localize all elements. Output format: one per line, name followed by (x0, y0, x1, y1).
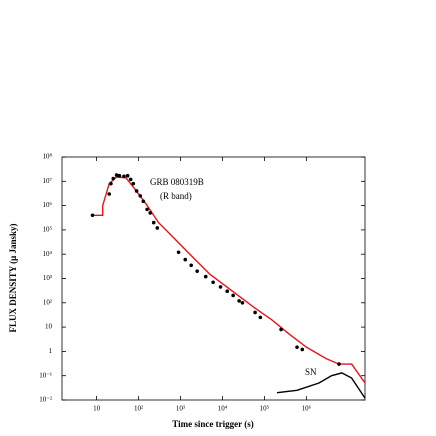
data-point (128, 177, 133, 182)
data-point (111, 176, 116, 181)
data-point (90, 213, 95, 218)
y-tick-label: 10⁻² (39, 396, 52, 404)
data-point (107, 192, 111, 196)
data-point (240, 301, 245, 305)
data-point (109, 181, 113, 186)
data-point (176, 250, 181, 255)
y-tick-label: 10⁶ (43, 201, 53, 209)
data-point (203, 274, 208, 279)
data-point (138, 194, 143, 198)
data-point (218, 285, 223, 289)
x-tick-label: 10³ (176, 405, 185, 413)
x-tick-label: 10 (93, 405, 101, 413)
x-axis-label: Time since trigger (s) (172, 419, 253, 429)
data-point (211, 280, 215, 285)
x-tick-label: 10⁵ (260, 405, 270, 413)
annotation: (R band) (160, 191, 192, 201)
x-tick-label: 10⁶ (302, 405, 312, 413)
data-point (253, 310, 257, 315)
x-tick-label: 10⁴ (218, 405, 228, 413)
data-point (114, 173, 119, 177)
x-tick-label: 10² (134, 405, 143, 413)
data-point (231, 293, 235, 298)
data-point (148, 211, 153, 215)
data-point (295, 345, 299, 349)
data-point (258, 315, 263, 320)
y-axis-label: FLUX DENSITY (μ Jansky) (8, 223, 18, 332)
data-point (155, 226, 160, 230)
y-tick-label: 10⁴ (43, 250, 53, 258)
data-line (92, 176, 366, 384)
plot-frame (61, 156, 366, 401)
data-point (183, 257, 188, 262)
data-point (300, 347, 305, 352)
data-line (276, 372, 366, 399)
annotation: GRB 080319B (150, 177, 204, 187)
data-point (151, 220, 156, 225)
y-tick-label: 10⁷ (43, 177, 53, 185)
data-point (122, 174, 126, 179)
y-tick-label: 10⁵ (43, 226, 53, 234)
data-point (131, 181, 136, 186)
y-tick-label: 10⁻¹ (39, 371, 52, 379)
data-point (145, 207, 149, 212)
data-point (225, 289, 230, 294)
data-point (141, 199, 146, 204)
data-point (195, 269, 199, 273)
data-point (189, 263, 193, 268)
series-label: SN (305, 367, 317, 377)
y-tick-label: 10³ (43, 274, 52, 282)
data-point (117, 173, 122, 178)
y-tick-label: 10² (43, 298, 52, 306)
y-tick-label: 1 (49, 347, 53, 355)
data-point (134, 189, 139, 193)
data-point (237, 299, 241, 303)
data-point (337, 362, 341, 366)
y-tick-label: 10⁸ (43, 153, 53, 161)
data-point (279, 327, 283, 332)
y-tick-label: 10 (45, 323, 53, 331)
data-point (125, 173, 130, 178)
